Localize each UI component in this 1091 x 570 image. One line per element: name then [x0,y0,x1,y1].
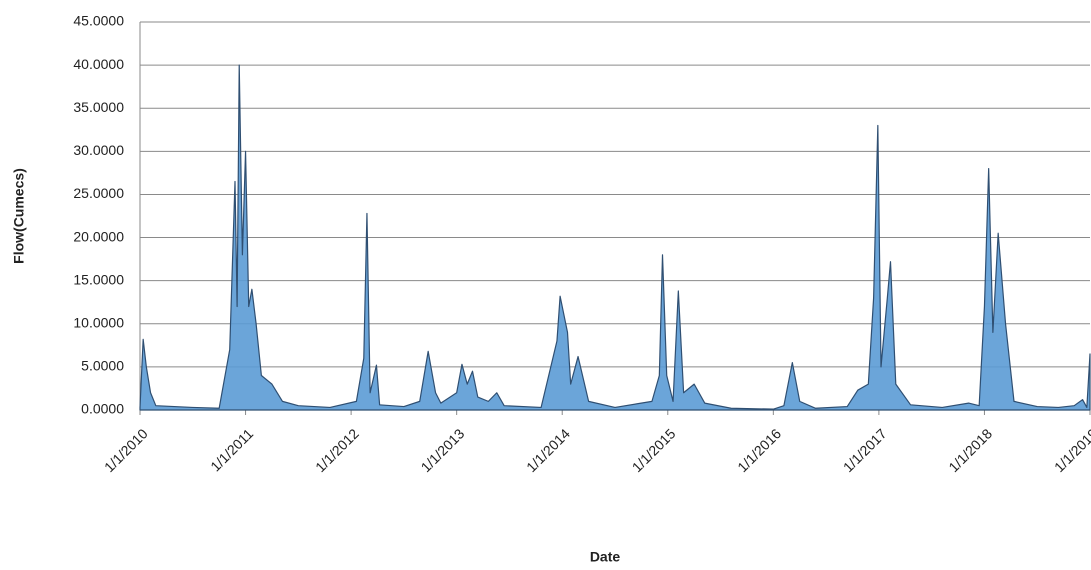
x-axis-label: Date [590,549,621,565]
y-tick-label: 25.0000 [73,185,124,201]
y-tick-label: 45.0000 [73,13,124,29]
x-tick-label: 1/1/2012 [312,425,362,475]
x-tick-label: 1/1/2017 [840,425,890,475]
x-tick-label: 1/1/2013 [418,425,468,475]
y-tick-label: 35.0000 [73,99,124,115]
x-tick-label: 1/1/2016 [734,425,784,475]
x-tick-label: 1/1/2015 [629,425,679,475]
x-tick-label: 1/1/2011 [207,425,256,474]
y-tick-label: 30.0000 [73,142,124,158]
y-tick-label: 5.0000 [81,358,124,374]
x-tick-label: 1/1/2019 [1051,425,1091,475]
y-tick-label: 40.0000 [73,56,124,72]
y-tick-label: 10.0000 [73,314,124,330]
x-tick-label: 1/1/2014 [523,425,573,475]
y-tick-label: 15.0000 [73,271,124,287]
y-tick-label: 0.0000 [81,401,124,417]
area [139,64,1091,411]
y-tick-label: 20.0000 [73,228,124,244]
x-tick-label: 1/1/2010 [101,425,151,475]
x-tick-label: 1/1/2018 [945,425,995,475]
y-axis-label: Flow(Cumecs) [11,168,27,264]
